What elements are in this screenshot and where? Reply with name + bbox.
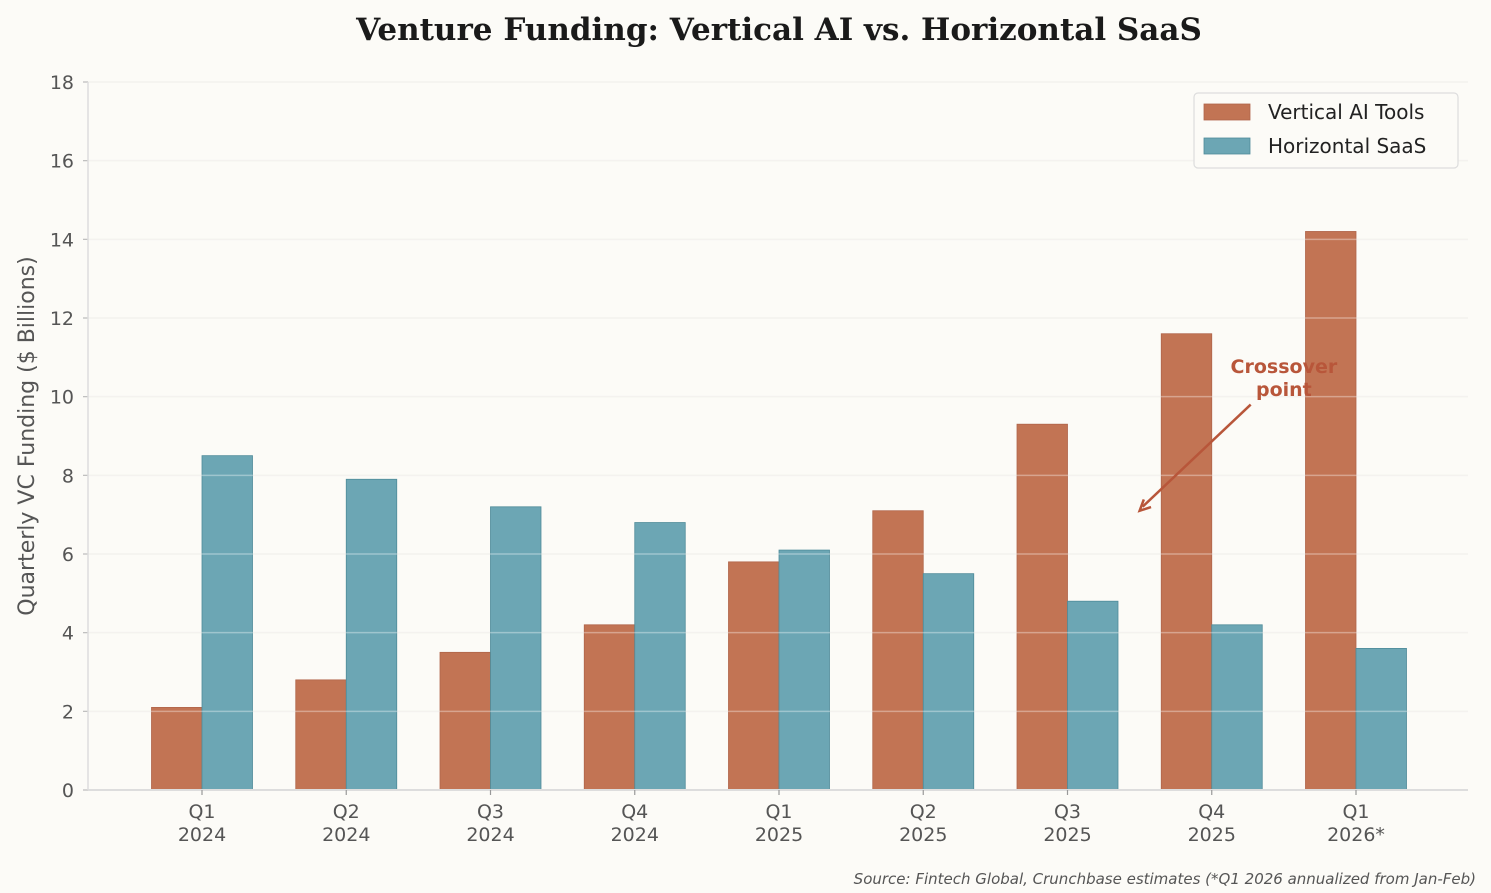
bar-vertical-ai [1160,333,1213,791]
bar-vertical-ai [1305,231,1357,791]
x-tick-label-quarter: Q4 [1198,801,1225,823]
bar-vertical-ai [583,624,636,791]
bars [151,231,1407,791]
bar-horizontal-saas [1355,648,1407,791]
bar-vertical-ai [439,651,491,791]
bar-horizontal-saas [922,573,975,791]
x-tick-label-year: 2024 [322,824,370,846]
bar-vertical-ai [1016,423,1068,791]
y-tick-label: 18 [50,72,74,94]
legend-label: Horizontal SaaS [1268,134,1426,158]
x-tick-label-year: 2026* [1327,824,1385,846]
gridlines [88,81,1468,713]
x-tick-label-year: 2025 [755,824,803,846]
y-tick-label: 2 [62,701,74,723]
y-tick-label: 14 [50,229,74,251]
bar-vertical-ai [872,510,924,791]
bar-vertical-ai [295,679,347,791]
x-tick-label-year: 2025 [1043,824,1091,846]
annotation-arrow-head [1137,499,1152,513]
x-tick-label-quarter: Q2 [910,801,937,823]
legend-box [1193,92,1459,169]
y-tick-label: 4 [62,623,74,645]
x-tick-label-year: 2024 [178,824,226,846]
y-axis-label: Quarterly VC Funding ($ Billions) [15,256,40,615]
x-tick-label-year: 2024 [466,824,514,846]
bar-horizontal-saas [490,506,542,791]
annotation-text: Crossover [1231,356,1338,378]
bar-horizontal-saas [345,478,398,791]
annotation-text: point [1256,379,1312,401]
legend-swatch [1203,103,1251,121]
bar-vertical-ai [728,561,780,791]
x-tick-label-year: 2024 [611,824,659,846]
y-tick-label: 16 [50,151,74,173]
bar-horizontal-saas [778,549,830,791]
y-tick-label: 0 [62,780,74,802]
bar-horizontal-saas [201,455,253,791]
x-tick-label-quarter: Q1 [1342,801,1369,823]
bar-horizontal-saas [1067,600,1119,791]
x-tick-label-quarter: Q3 [477,801,504,823]
chart-title: Venture Funding: Vertical AI vs. Horizon… [355,12,1202,48]
x-tick-label-year: 2025 [899,824,947,846]
x-tick-label-year: 2025 [1188,824,1236,846]
y-tick-label: 12 [50,308,74,330]
axes: 024681012141618Q12024Q22024Q32024Q42024Q… [50,72,1468,846]
source-note: Source: Fintech Global, Crunchbase estim… [854,870,1476,888]
x-tick-label-quarter: Q4 [621,801,648,823]
y-tick-label: 8 [62,465,74,487]
legend: Vertical AI Tools Horizontal SaaS [1193,92,1459,169]
bar-horizontal-saas [634,522,686,791]
annotation-arrow-line [1141,403,1252,508]
x-tick-label-quarter: Q3 [1054,801,1081,823]
bar-vertical-ai [151,707,203,791]
y-tick-label: 10 [50,387,74,409]
x-tick-label-quarter: Q1 [188,801,215,823]
y-tick-label: 6 [62,544,74,566]
gridlines-overlay [88,81,1468,713]
x-tick-label-quarter: Q1 [765,801,792,823]
legend-label: Vertical AI Tools [1268,100,1424,124]
bar-horizontal-saas [1211,624,1263,791]
legend-swatch [1203,137,1251,155]
x-tick-label-quarter: Q2 [333,801,360,823]
